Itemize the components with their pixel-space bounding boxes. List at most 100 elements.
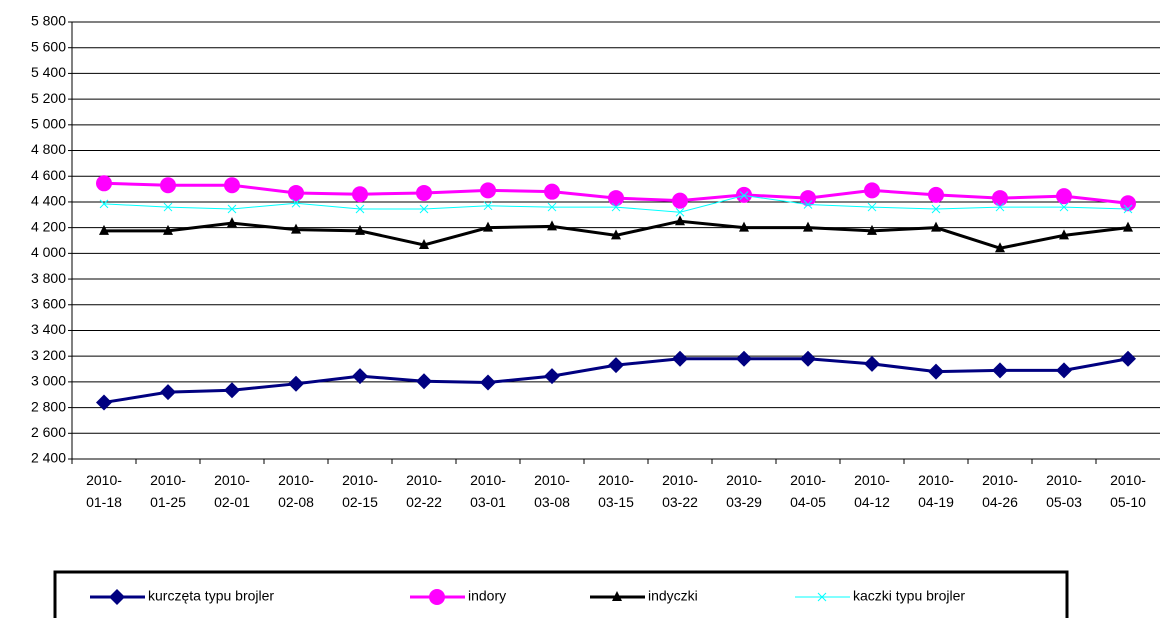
marker bbox=[739, 221, 749, 232]
marker bbox=[160, 384, 176, 401]
marker bbox=[291, 223, 301, 234]
marker bbox=[931, 204, 941, 214]
marker bbox=[611, 229, 621, 240]
marker bbox=[544, 368, 560, 385]
y-tick-label: 3 000 bbox=[31, 373, 66, 389]
marker bbox=[672, 350, 688, 367]
marker bbox=[288, 184, 304, 201]
y-tick-label: 2 400 bbox=[31, 450, 66, 466]
x-tick-label: 2010-04-19 bbox=[918, 472, 954, 510]
marker bbox=[1059, 202, 1069, 212]
marker bbox=[99, 199, 109, 209]
y-tick-label: 4 800 bbox=[31, 141, 66, 157]
marker bbox=[1059, 229, 1069, 240]
y-tick-label: 2 800 bbox=[31, 398, 66, 414]
marker bbox=[931, 221, 941, 232]
legend-box bbox=[53, 570, 1069, 618]
legend-label: kaczki typu brojler bbox=[853, 588, 965, 604]
marker bbox=[483, 201, 493, 211]
marker bbox=[1056, 188, 1072, 205]
marker bbox=[547, 220, 557, 231]
marker bbox=[416, 373, 432, 390]
marker bbox=[672, 192, 688, 209]
marker bbox=[96, 394, 112, 411]
marker bbox=[1056, 362, 1072, 379]
marker bbox=[227, 217, 237, 228]
marker bbox=[355, 224, 365, 235]
marker bbox=[608, 190, 624, 207]
y-tick-label: 5 600 bbox=[31, 38, 66, 54]
marker bbox=[547, 202, 557, 212]
marker bbox=[995, 202, 1005, 212]
marker bbox=[675, 215, 685, 226]
marker bbox=[1123, 221, 1133, 232]
marker bbox=[163, 202, 173, 212]
marker bbox=[992, 362, 1008, 379]
y-tick-label: 5 800 bbox=[31, 13, 66, 29]
marker bbox=[611, 202, 621, 212]
marker bbox=[544, 183, 560, 200]
y-tick-label: 4 400 bbox=[31, 193, 66, 209]
marker bbox=[864, 355, 880, 372]
marker bbox=[355, 204, 365, 214]
x-tick-label: 2010-04-26 bbox=[982, 472, 1018, 510]
marker bbox=[612, 591, 622, 601]
y-tick-label: 4 200 bbox=[31, 218, 66, 234]
marker bbox=[608, 357, 624, 374]
y-tick-label: 3 200 bbox=[31, 347, 66, 363]
marker bbox=[109, 589, 125, 605]
y-tick-label: 2 600 bbox=[31, 424, 66, 440]
marker bbox=[419, 238, 429, 249]
marker bbox=[429, 589, 445, 605]
x-tick-label: 2010-03-22 bbox=[662, 472, 698, 510]
legend-label: indory bbox=[468, 588, 506, 604]
marker bbox=[803, 221, 813, 232]
marker bbox=[224, 177, 240, 194]
marker bbox=[419, 204, 429, 214]
marker bbox=[1120, 195, 1136, 212]
y-tick-label: 3 800 bbox=[31, 270, 66, 286]
x-tick-label: 2010-02-01 bbox=[214, 472, 250, 510]
marker bbox=[352, 368, 368, 385]
marker bbox=[224, 382, 240, 399]
marker bbox=[1120, 350, 1136, 367]
marker bbox=[352, 186, 368, 203]
marker bbox=[995, 242, 1005, 253]
marker bbox=[992, 190, 1008, 207]
x-tick-label: 2010-02-08 bbox=[278, 472, 314, 510]
x-tick-label: 2010-01-18 bbox=[86, 472, 122, 510]
marker bbox=[291, 198, 301, 208]
y-tick-label: 3 600 bbox=[31, 295, 66, 311]
marker bbox=[160, 177, 176, 194]
y-tick-label: 4 600 bbox=[31, 167, 66, 183]
x-tick-label: 2010-03-08 bbox=[534, 472, 570, 510]
x-tick-label: 2010-03-01 bbox=[470, 472, 506, 510]
x-tick-label: 2010-02-22 bbox=[406, 472, 442, 510]
x-tick-label: 2010-02-15 bbox=[342, 472, 378, 510]
y-tick-label: 5 400 bbox=[31, 64, 66, 80]
y-tick-label: 5 000 bbox=[31, 116, 66, 132]
marker bbox=[480, 374, 496, 391]
x-tick-label: 2010-05-03 bbox=[1046, 472, 1082, 510]
marker bbox=[1123, 204, 1133, 214]
marker bbox=[739, 191, 749, 200]
marker bbox=[817, 592, 827, 602]
marker bbox=[928, 363, 944, 380]
marker bbox=[928, 186, 944, 203]
legend-label: indyczki bbox=[648, 588, 698, 604]
marker bbox=[96, 175, 112, 192]
marker bbox=[480, 182, 496, 199]
marker bbox=[867, 224, 877, 235]
x-tick-label: 2010-01-25 bbox=[150, 472, 186, 510]
x-tick-label: 2010-03-29 bbox=[726, 472, 762, 510]
marker bbox=[483, 221, 493, 232]
marker bbox=[736, 350, 752, 367]
marker bbox=[800, 190, 816, 207]
marker bbox=[867, 202, 877, 212]
y-tick-label: 5 200 bbox=[31, 90, 66, 106]
marker bbox=[99, 224, 109, 235]
marker bbox=[227, 204, 237, 214]
x-tick-label: 2010-04-12 bbox=[854, 472, 890, 510]
